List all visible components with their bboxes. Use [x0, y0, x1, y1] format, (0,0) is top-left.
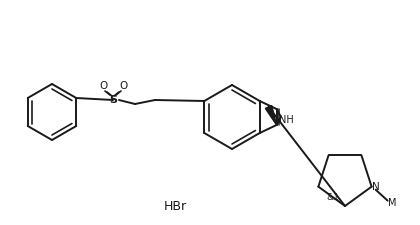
- Polygon shape: [265, 106, 276, 125]
- Text: HBr: HBr: [163, 200, 186, 214]
- Text: M: M: [388, 198, 397, 208]
- Text: &1: &1: [327, 194, 339, 202]
- Text: N: N: [372, 182, 380, 192]
- Text: NH: NH: [278, 115, 293, 125]
- Text: O: O: [119, 81, 127, 91]
- Text: S: S: [109, 95, 117, 105]
- Text: O: O: [99, 81, 107, 91]
